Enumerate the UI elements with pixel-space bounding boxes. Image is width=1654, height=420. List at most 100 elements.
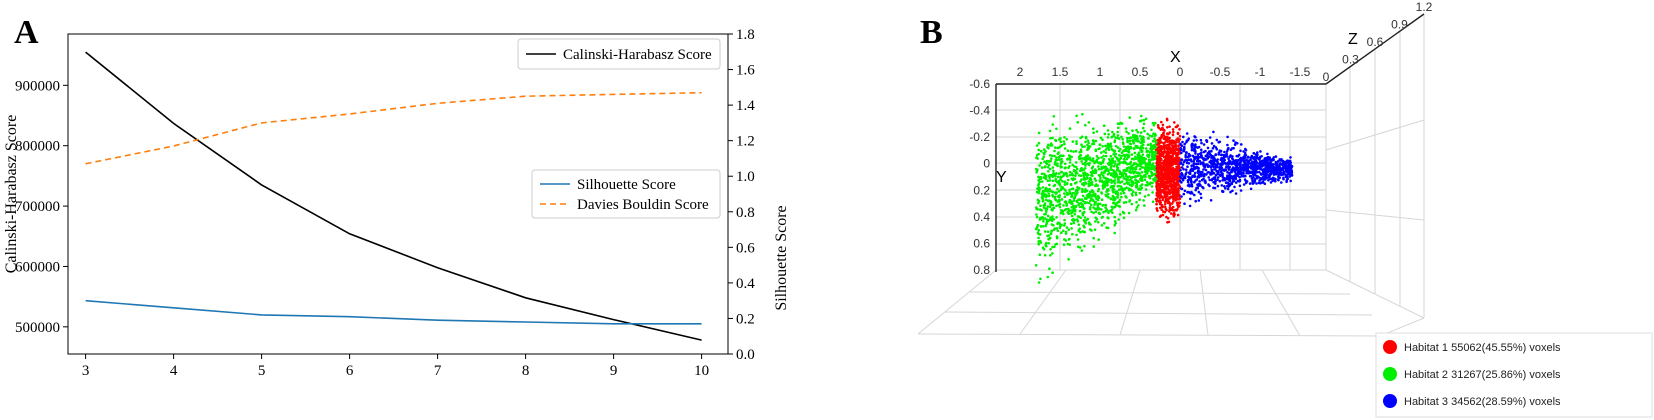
point [1077, 229, 1080, 232]
point [1136, 174, 1140, 178]
point [1225, 150, 1229, 153]
point [1201, 170, 1204, 174]
point [1122, 161, 1125, 165]
point [1151, 200, 1155, 203]
point [1131, 183, 1135, 186]
point [1144, 147, 1148, 150]
point [1154, 150, 1158, 154]
point [1151, 181, 1154, 185]
point [1150, 128, 1153, 132]
point [1187, 178, 1191, 181]
point [1211, 162, 1214, 165]
z-tick-label: 0.9 [1391, 18, 1408, 32]
point [1197, 160, 1200, 163]
point [1067, 207, 1070, 211]
left-tick-label: 900000 [15, 78, 60, 94]
point [1044, 150, 1047, 153]
point [1143, 160, 1146, 164]
point [1079, 136, 1082, 140]
point [1124, 200, 1128, 204]
point [1087, 141, 1090, 145]
point [1166, 194, 1169, 198]
point [1176, 131, 1180, 135]
point [1041, 189, 1045, 193]
point [1101, 215, 1104, 219]
point [1037, 281, 1041, 284]
point [1087, 121, 1091, 124]
point [1184, 155, 1187, 159]
point [1188, 155, 1191, 158]
point [1066, 193, 1069, 196]
point [1206, 171, 1209, 174]
point [1039, 177, 1043, 180]
point [1067, 228, 1070, 232]
point [1181, 163, 1185, 166]
point [1242, 158, 1246, 162]
point [1227, 157, 1230, 160]
point [1187, 158, 1191, 161]
point [1072, 204, 1075, 208]
point [1127, 147, 1131, 151]
point [1070, 206, 1074, 209]
point [1139, 184, 1142, 188]
point [1102, 154, 1105, 158]
panel-b-label: B [920, 14, 943, 51]
point [1161, 213, 1165, 217]
point [1073, 213, 1077, 216]
point [1048, 179, 1052, 182]
point [1226, 170, 1229, 174]
point [1063, 222, 1067, 225]
point [1045, 241, 1048, 245]
point [1086, 146, 1090, 149]
point [1151, 157, 1155, 161]
point [1162, 151, 1165, 154]
point [1126, 162, 1129, 166]
point [1102, 222, 1106, 225]
point [1230, 181, 1233, 185]
point [1188, 172, 1191, 175]
point [1162, 144, 1166, 147]
point [1252, 173, 1256, 176]
point [1227, 162, 1231, 166]
point [1111, 148, 1115, 152]
point [1095, 155, 1099, 158]
point [1212, 157, 1216, 161]
point [1041, 216, 1044, 219]
point [1233, 143, 1237, 146]
point [1187, 190, 1191, 194]
point [1060, 143, 1064, 147]
point [1059, 224, 1062, 228]
point [1159, 128, 1162, 131]
point [1073, 165, 1076, 168]
point [1200, 141, 1203, 145]
point [1120, 122, 1124, 125]
point [1245, 171, 1248, 175]
point [1097, 238, 1100, 241]
point [1122, 177, 1126, 180]
point [1068, 192, 1071, 195]
right-tick-label: 0.8 [736, 205, 755, 221]
point [1246, 163, 1250, 167]
point [1121, 210, 1125, 214]
point [1204, 158, 1207, 161]
point [1158, 161, 1161, 164]
point [1106, 216, 1110, 219]
point [1122, 216, 1126, 219]
point [1277, 176, 1281, 179]
point [1267, 178, 1270, 182]
point [1208, 178, 1211, 182]
point [1220, 153, 1223, 157]
point [1070, 173, 1074, 177]
point [1273, 171, 1277, 174]
point [1126, 140, 1129, 144]
point [1163, 200, 1167, 203]
point [1168, 125, 1171, 128]
point [1166, 191, 1170, 194]
point [1127, 211, 1131, 215]
point [1106, 226, 1110, 230]
point [1080, 190, 1084, 194]
point [1266, 152, 1269, 156]
point [1189, 179, 1193, 182]
point [1136, 139, 1139, 143]
point [1196, 162, 1200, 166]
